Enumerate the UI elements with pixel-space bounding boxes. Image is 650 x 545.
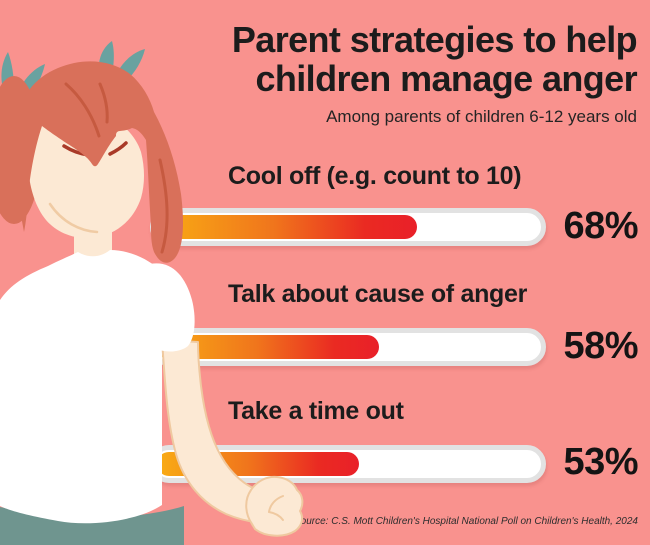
- girl-neck: [74, 198, 112, 262]
- girl-fist-fingers: [268, 495, 284, 521]
- girl-eye-left: [62, 144, 91, 157]
- title-block: Parent strategies to help children manag…: [231, 19, 638, 127]
- bar-value-cool-off: 68%: [563, 205, 638, 247]
- bar-label-talk-about: Talk about cause of anger: [228, 280, 528, 308]
- bar-value-talk-about: 58%: [563, 325, 638, 367]
- girl-chin-shadow: [48, 202, 99, 234]
- bar-value-time-out: 53%: [563, 441, 638, 483]
- page-title-line-2: children manage anger: [255, 58, 637, 99]
- girl-skirt: [0, 506, 184, 545]
- girl-shirt: [0, 250, 162, 524]
- bar-fill-talk-about: [157, 335, 379, 359]
- hair-bow-left-icon: [1, 52, 45, 109]
- girl-arm: [161, 339, 264, 523]
- bar-track-talk-about: [150, 328, 546, 366]
- page-title-line-1: Parent strategies to help: [231, 19, 638, 60]
- bar-label-time-out: Take a time out: [228, 397, 404, 425]
- bar-label-cool-off: Cool off (e.g. count to 10): [228, 162, 522, 190]
- girl-pigtail-left: [0, 76, 41, 224]
- girl-face: [27, 111, 144, 239]
- girl-eye-right: [108, 141, 128, 156]
- source-note: Source: C.S. Mott Children's Hospital Na…: [294, 516, 638, 527]
- bar-fill-cool-off: [157, 215, 417, 239]
- bar-track-time-out: [150, 445, 546, 483]
- hair-bow-right-icon: [98, 41, 145, 90]
- page-subtitle: Among parents of children 6-12 years old: [326, 107, 637, 126]
- bar-track-cool-off: [150, 208, 546, 246]
- bar-fill-time-out: [157, 452, 360, 476]
